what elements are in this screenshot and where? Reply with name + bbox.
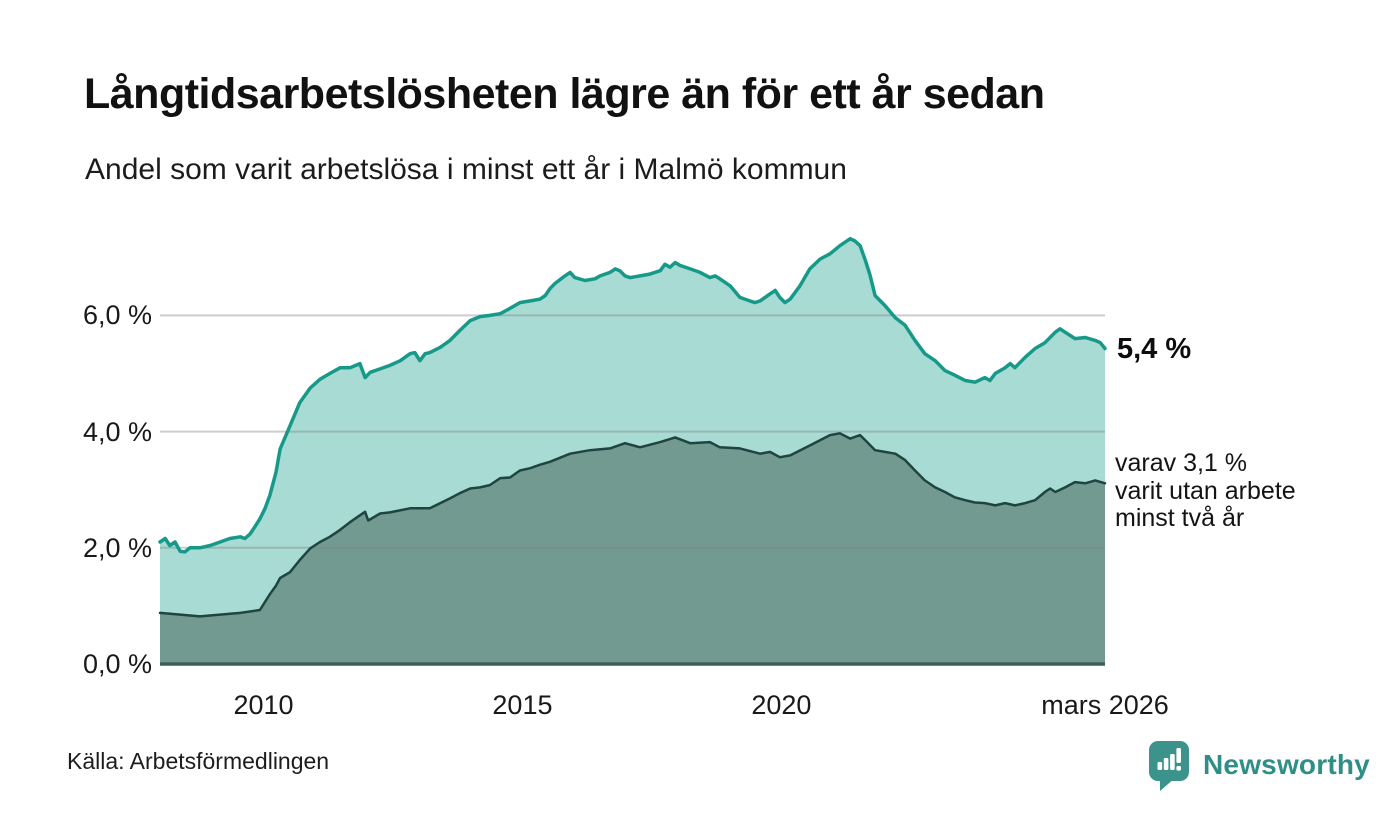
page-subtitle: Andel som varit arbetslösa i minst ett å… — [85, 153, 847, 186]
source-note: Källa: Arbetsförmedlingen — [67, 748, 330, 774]
y-axis-label: 6,0 % — [82, 300, 152, 331]
y-axis-label: 0,0 % — [82, 649, 152, 679]
series-line — [158, 236, 1107, 554]
newsworthy-logo: Newsworthy — [1146, 739, 1370, 791]
varav-line-2: varit utan arbete — [1115, 476, 1296, 505]
series-end-label-one-year: 5,4 % — [1117, 333, 1192, 365]
newsworthy-logo-text: Newsworthy — [1203, 749, 1370, 780]
y-axis-label: 2,0 % — [82, 532, 152, 563]
series-end-label-two-year: varav 3,1 % varit utan arbete minst två … — [1115, 449, 1296, 533]
series-line — [158, 432, 1107, 618]
area-fill — [160, 433, 1105, 664]
x-axis-label: 2020 — [751, 690, 812, 720]
x-axis-label: mars 2026 — [1041, 690, 1169, 720]
page-title: Långtidsarbetslösheten lägre än för ett … — [84, 70, 1045, 118]
varav-line-3: minst två år — [1115, 504, 1245, 532]
x-axis-label: 2015 — [492, 690, 553, 720]
x-axis-label: 2010 — [233, 690, 294, 720]
y-axis-label: 4,0 % — [82, 416, 152, 447]
newsworthy-logo-icon — [1149, 741, 1189, 791]
varav-line-1: varav 3,1 % — [1115, 449, 1248, 477]
